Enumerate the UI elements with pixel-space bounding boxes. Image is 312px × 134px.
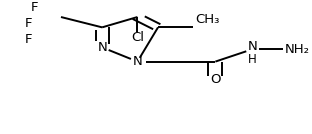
Text: N: N	[97, 41, 107, 54]
Text: CH₃: CH₃	[195, 13, 219, 26]
Text: H: H	[248, 53, 256, 66]
Text: F: F	[25, 33, 32, 46]
Text: O: O	[210, 73, 221, 86]
Text: N: N	[133, 55, 142, 68]
Text: F: F	[31, 1, 38, 14]
Text: NH₂: NH₂	[285, 43, 310, 56]
Text: F: F	[25, 17, 32, 30]
Text: N: N	[247, 40, 257, 53]
Text: Cl: Cl	[131, 31, 144, 44]
